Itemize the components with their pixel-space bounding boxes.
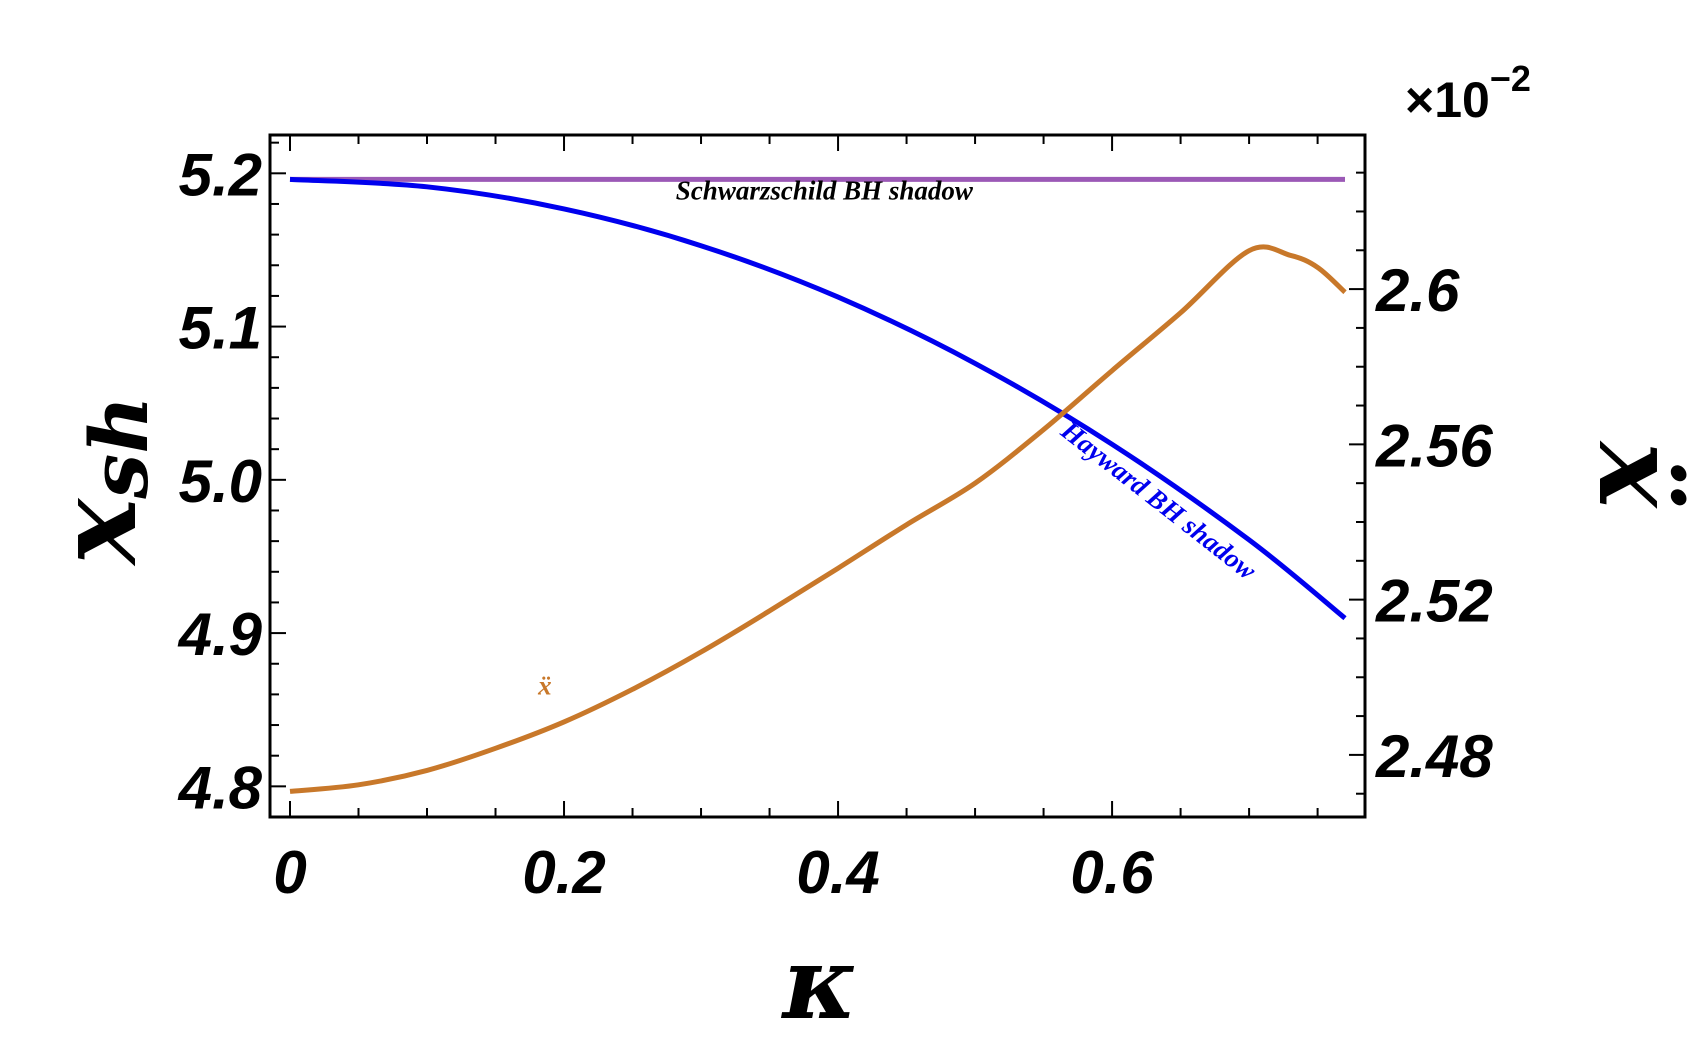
y-left-tick-label: 5.2 <box>179 141 262 208</box>
y-right-tick-label: 2.48 <box>1375 723 1493 790</box>
series-line-1 <box>289 176 1347 621</box>
y-right-multiplier-exp: −2 <box>1490 58 1531 99</box>
axis-ticks <box>270 135 1365 818</box>
svg-text:xsh: xsh <box>32 396 166 567</box>
y-right-tick-label: 2.56 <box>1375 412 1493 479</box>
y-left-tick-label: 4.9 <box>178 601 263 668</box>
svg-text:ẍ: ẍ <box>1574 440 1700 509</box>
x-tick-label: 0.4 <box>796 839 879 906</box>
series-layer <box>289 176 1347 794</box>
x-tick-label: 0 <box>273 839 306 906</box>
y-right-tick-label: 2.52 <box>1375 568 1493 635</box>
y-right-tick-label: 2.6 <box>1375 257 1460 324</box>
y-right-axis-title: ẍ <box>1574 440 1700 509</box>
y-left-axis-title: xsh <box>32 396 166 567</box>
x-axis-title: κ <box>781 924 858 1042</box>
annotation-2: ẍ <box>537 670 552 700</box>
y-left-axis-title-main: x <box>32 497 161 566</box>
annotation-1: Hayward BH shadow <box>1055 414 1263 586</box>
annotations-layer: Schwarzschild BH shadow Hayward BH shadow… <box>537 175 1263 700</box>
y-left-tick-label: 4.8 <box>178 754 263 821</box>
y-right-multiplier-base: ×10 <box>1405 72 1490 128</box>
x-tick-label: 0.6 <box>1070 839 1154 906</box>
y-left-tick-label: 5.0 <box>179 448 262 515</box>
plot-frame <box>268 133 1367 819</box>
series-line-2 <box>289 244 1347 794</box>
annotation-0: Schwarzschild BH shadow <box>676 175 974 205</box>
y-left-axis-title-sub: sh <box>72 396 166 500</box>
x-tick-label: 0.2 <box>522 839 605 906</box>
tick-labels: 0 0.2 0.4 0.6 4.8 4.9 5.0 5.1 5.2 2.48 2.52 2.56 2.6 <box>178 141 1494 906</box>
y-right-multiplier: ×10−2 <box>1405 58 1531 128</box>
y-left-tick-label: 5.1 <box>179 295 262 362</box>
